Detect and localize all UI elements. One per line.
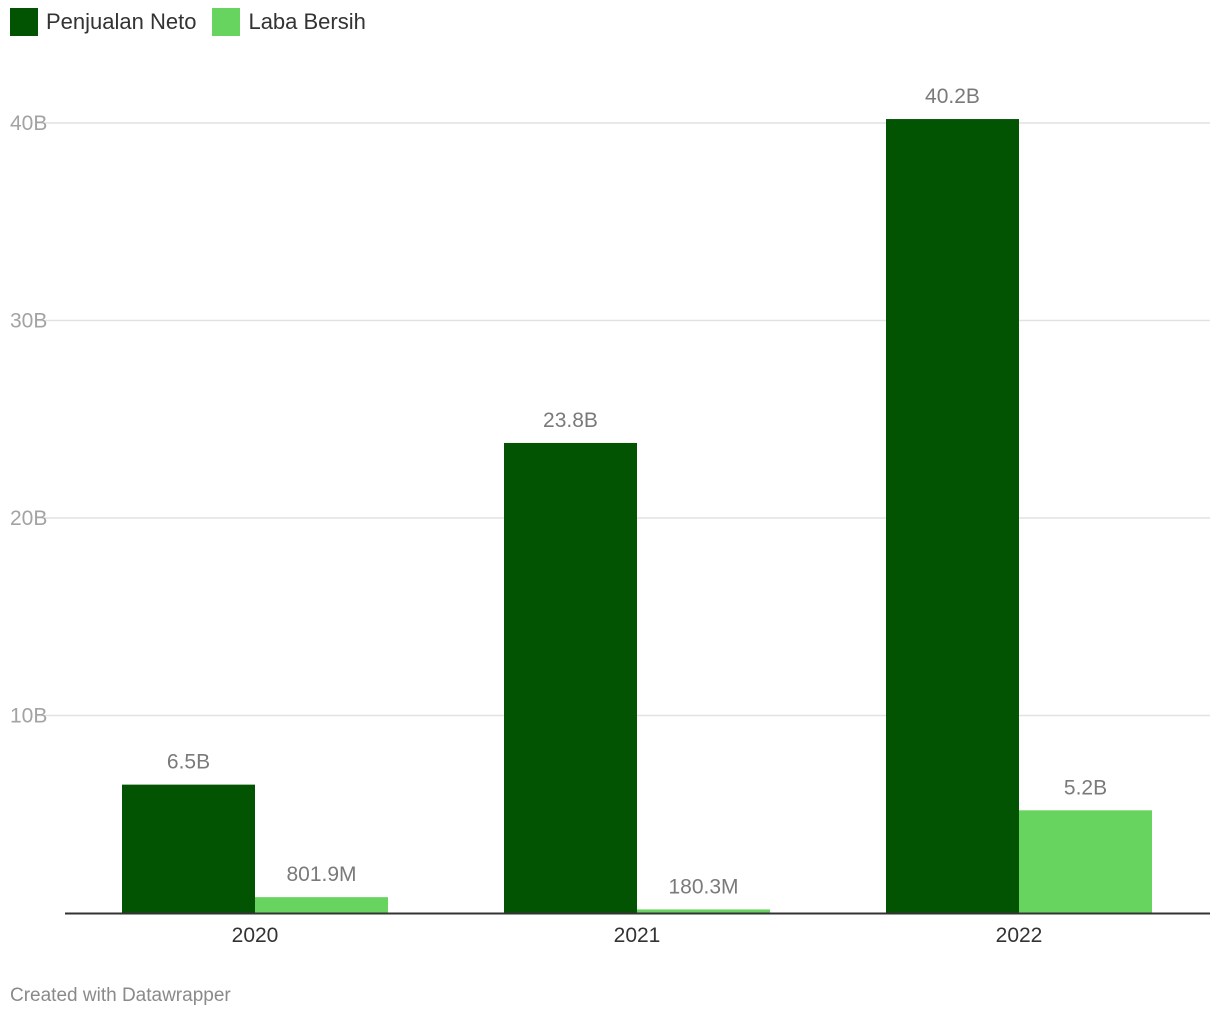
footer-credit: Created with Datawrapper <box>10 985 231 1006</box>
legend-item-penjualan-neto: Penjualan Neto <box>10 8 196 36</box>
legend-item-laba-bersih: Laba Bersih <box>212 8 366 36</box>
bar <box>255 897 388 913</box>
bar-chart: 10B 20B 30B 40B 6.5B 801.9M 2020 23.8B 180.3M 202… <box>10 85 1210 947</box>
x-tick-label: 2021 <box>614 924 661 947</box>
data-label: 801.9M <box>286 863 356 886</box>
bar <box>504 442 637 913</box>
y-tick-label: 10B <box>10 705 47 728</box>
data-label: 40.2B <box>925 85 980 108</box>
y-tick-label: 30B <box>10 310 47 333</box>
legend-swatch-laba-bersih <box>212 8 241 36</box>
x-tick-label: 2022 <box>996 924 1043 947</box>
y-tick-label: 20B <box>10 507 47 530</box>
y-tick-label: 40B <box>10 112 47 135</box>
legend: Penjualan Neto Laba Bersih <box>10 8 382 36</box>
data-label: 6.5B <box>167 751 210 774</box>
data-label: 180.3M <box>668 875 738 898</box>
bar <box>637 909 770 913</box>
x-tick-label: 2020 <box>232 924 279 947</box>
bar <box>122 784 255 913</box>
bar <box>886 119 1019 914</box>
data-label: 5.2B <box>1064 776 1107 799</box>
data-label: 23.8B <box>543 409 598 432</box>
legend-label-penjualan-neto: Penjualan Neto <box>46 9 197 34</box>
legend-swatch-penjualan-neto <box>10 8 38 36</box>
legend-label-laba-bersih: Laba Bersih <box>248 9 366 34</box>
bar <box>1019 810 1152 913</box>
